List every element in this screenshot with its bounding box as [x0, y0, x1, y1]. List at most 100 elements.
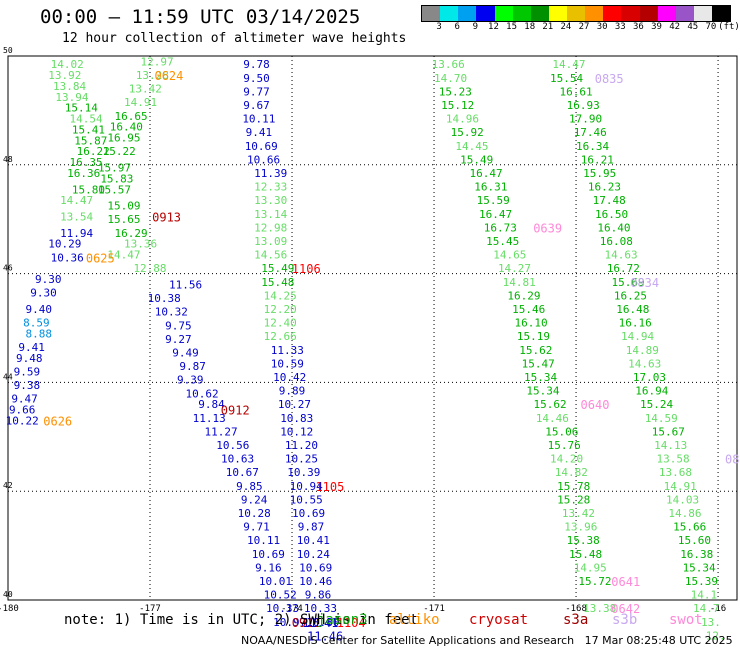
mission-s3a: s3a [563, 612, 589, 628]
swh-value: 11.20 [285, 439, 318, 452]
legend-swatch [675, 6, 694, 21]
y-tick-label: 42 [3, 481, 13, 490]
swh-value: 9.87 [179, 360, 206, 373]
legend-swatch [693, 6, 712, 21]
swh-value: 15.45 [486, 235, 519, 248]
pass-time-label: 1105 [315, 480, 344, 494]
swh-value: 13.54 [60, 210, 93, 223]
swh-value: 10.24 [297, 548, 330, 561]
legend-swatch [458, 6, 477, 21]
swh-value: 10.94 [290, 480, 323, 493]
swh-value: 12.97 [141, 55, 174, 68]
swh-value: 16.31 [474, 181, 507, 194]
x-tick-label: -180 [0, 604, 19, 614]
pass-time-label: 0626 [43, 414, 72, 428]
swh-value: 10.42 [273, 371, 306, 384]
swh-value: 9.41 [18, 341, 45, 354]
swh-value: 16.29 [507, 289, 540, 302]
swh-value: 12.66 [264, 330, 297, 343]
pass-time-label: 0834 [630, 276, 659, 290]
swh-value: 16.94 [635, 385, 668, 398]
swh-value: 15.47 [522, 357, 555, 370]
pass-time-label: 0640 [581, 398, 610, 412]
legend-label: 21 [542, 22, 554, 32]
swh-value: 10.25 [285, 453, 318, 466]
swh-value: 9.41 [246, 126, 273, 139]
swh-value: 10.97 [273, 616, 306, 629]
swh-value: 14.94 [621, 330, 654, 343]
legend-label: 15 [506, 22, 517, 32]
swh-value: 9.40 [26, 303, 53, 316]
swh-value: 15.97 [98, 162, 131, 175]
swh-value: 15.83 [100, 172, 133, 185]
swh-value: 15.67 [652, 425, 685, 438]
x-tick-label: -168 [565, 604, 587, 614]
pass-time-label: 0912 [221, 404, 250, 418]
pass-time-label: 0911 [292, 616, 321, 630]
swh-value: 15.59 [477, 194, 510, 207]
y-tick-label: 48 [3, 155, 13, 164]
pass-time-label: 0641 [611, 575, 640, 589]
swh-value: 13.09 [254, 235, 287, 248]
legend-swatch [621, 6, 640, 21]
pass-time-label: 1106 [292, 262, 321, 276]
swh-value: 15.23 [439, 85, 472, 98]
swh-value: 13.28 [136, 69, 169, 82]
swh-value: 10.38 [148, 292, 181, 305]
swh-value: 14.89 [626, 344, 659, 357]
legend-label: 39 [651, 22, 662, 32]
swh-value: 13.58 [657, 453, 690, 466]
swh-value: 16.29 [115, 227, 148, 240]
swh-value: 15.49 [261, 262, 294, 275]
swh-value: 14.91 [124, 96, 157, 109]
swh-value: 16.35 [70, 156, 103, 169]
swh-value: 16.40 [110, 121, 143, 134]
swh-value: 13.14 [254, 208, 287, 221]
swh-value: 12. [706, 629, 726, 642]
swh-value: 9.30 [30, 287, 57, 300]
legend-label: 27 [578, 22, 590, 32]
legend-label: 6 [454, 22, 460, 32]
swh-value: 14.70 [434, 72, 467, 85]
pass-time-label: 0625 [86, 251, 115, 265]
legend-swatch [422, 6, 441, 21]
swh-value: 14.45 [455, 140, 488, 153]
legend-swatch [440, 6, 459, 21]
swh-value: 13.68 [659, 466, 692, 479]
legend-swatch [639, 6, 658, 21]
swh-value: 17.90 [569, 113, 602, 126]
swh-value: 9.78 [243, 58, 270, 71]
legend-swatch [567, 6, 586, 21]
legend-label: 24 [560, 22, 572, 32]
swh-value: 14.7 [693, 602, 720, 615]
swh-value: 10.67 [226, 466, 259, 479]
legend-label: 33 [614, 22, 626, 32]
legend-swatch [585, 6, 604, 21]
x-tick-label: -174 [281, 604, 303, 614]
swh-value: 10.80 [306, 616, 339, 629]
legend-label: 30 [596, 22, 608, 32]
legend-swatch [548, 6, 567, 21]
legend-swatch [494, 6, 513, 21]
swh-value: 10.39 [287, 466, 320, 479]
swh-value: 16.10 [515, 317, 548, 330]
swh-value: 16.95 [107, 132, 140, 145]
swh-value: 10.66 [247, 153, 280, 166]
swh-value: 10.62 [186, 387, 219, 400]
swh-value: 16.48 [616, 303, 649, 316]
swh-value: 9.84 [198, 398, 225, 411]
x-tick-label: -177 [139, 604, 161, 614]
swh-value: 11.33 [271, 344, 304, 357]
mission-swot: swot [669, 612, 703, 628]
legend-label: 42 [669, 22, 681, 32]
swh-value: 16.16 [619, 317, 652, 330]
swh-value: 16.40 [597, 221, 630, 234]
mission-jason3: jason3 [317, 612, 368, 628]
swh-value: 16.36 [67, 167, 100, 180]
swh-value: 9.75 [165, 319, 192, 332]
swh-value: 9.67 [243, 99, 270, 112]
legend-swatch [657, 6, 676, 21]
swh-value: 15.62 [519, 344, 552, 357]
swh-value: 10.33 [266, 602, 299, 615]
legend-label: 45 [687, 22, 699, 32]
